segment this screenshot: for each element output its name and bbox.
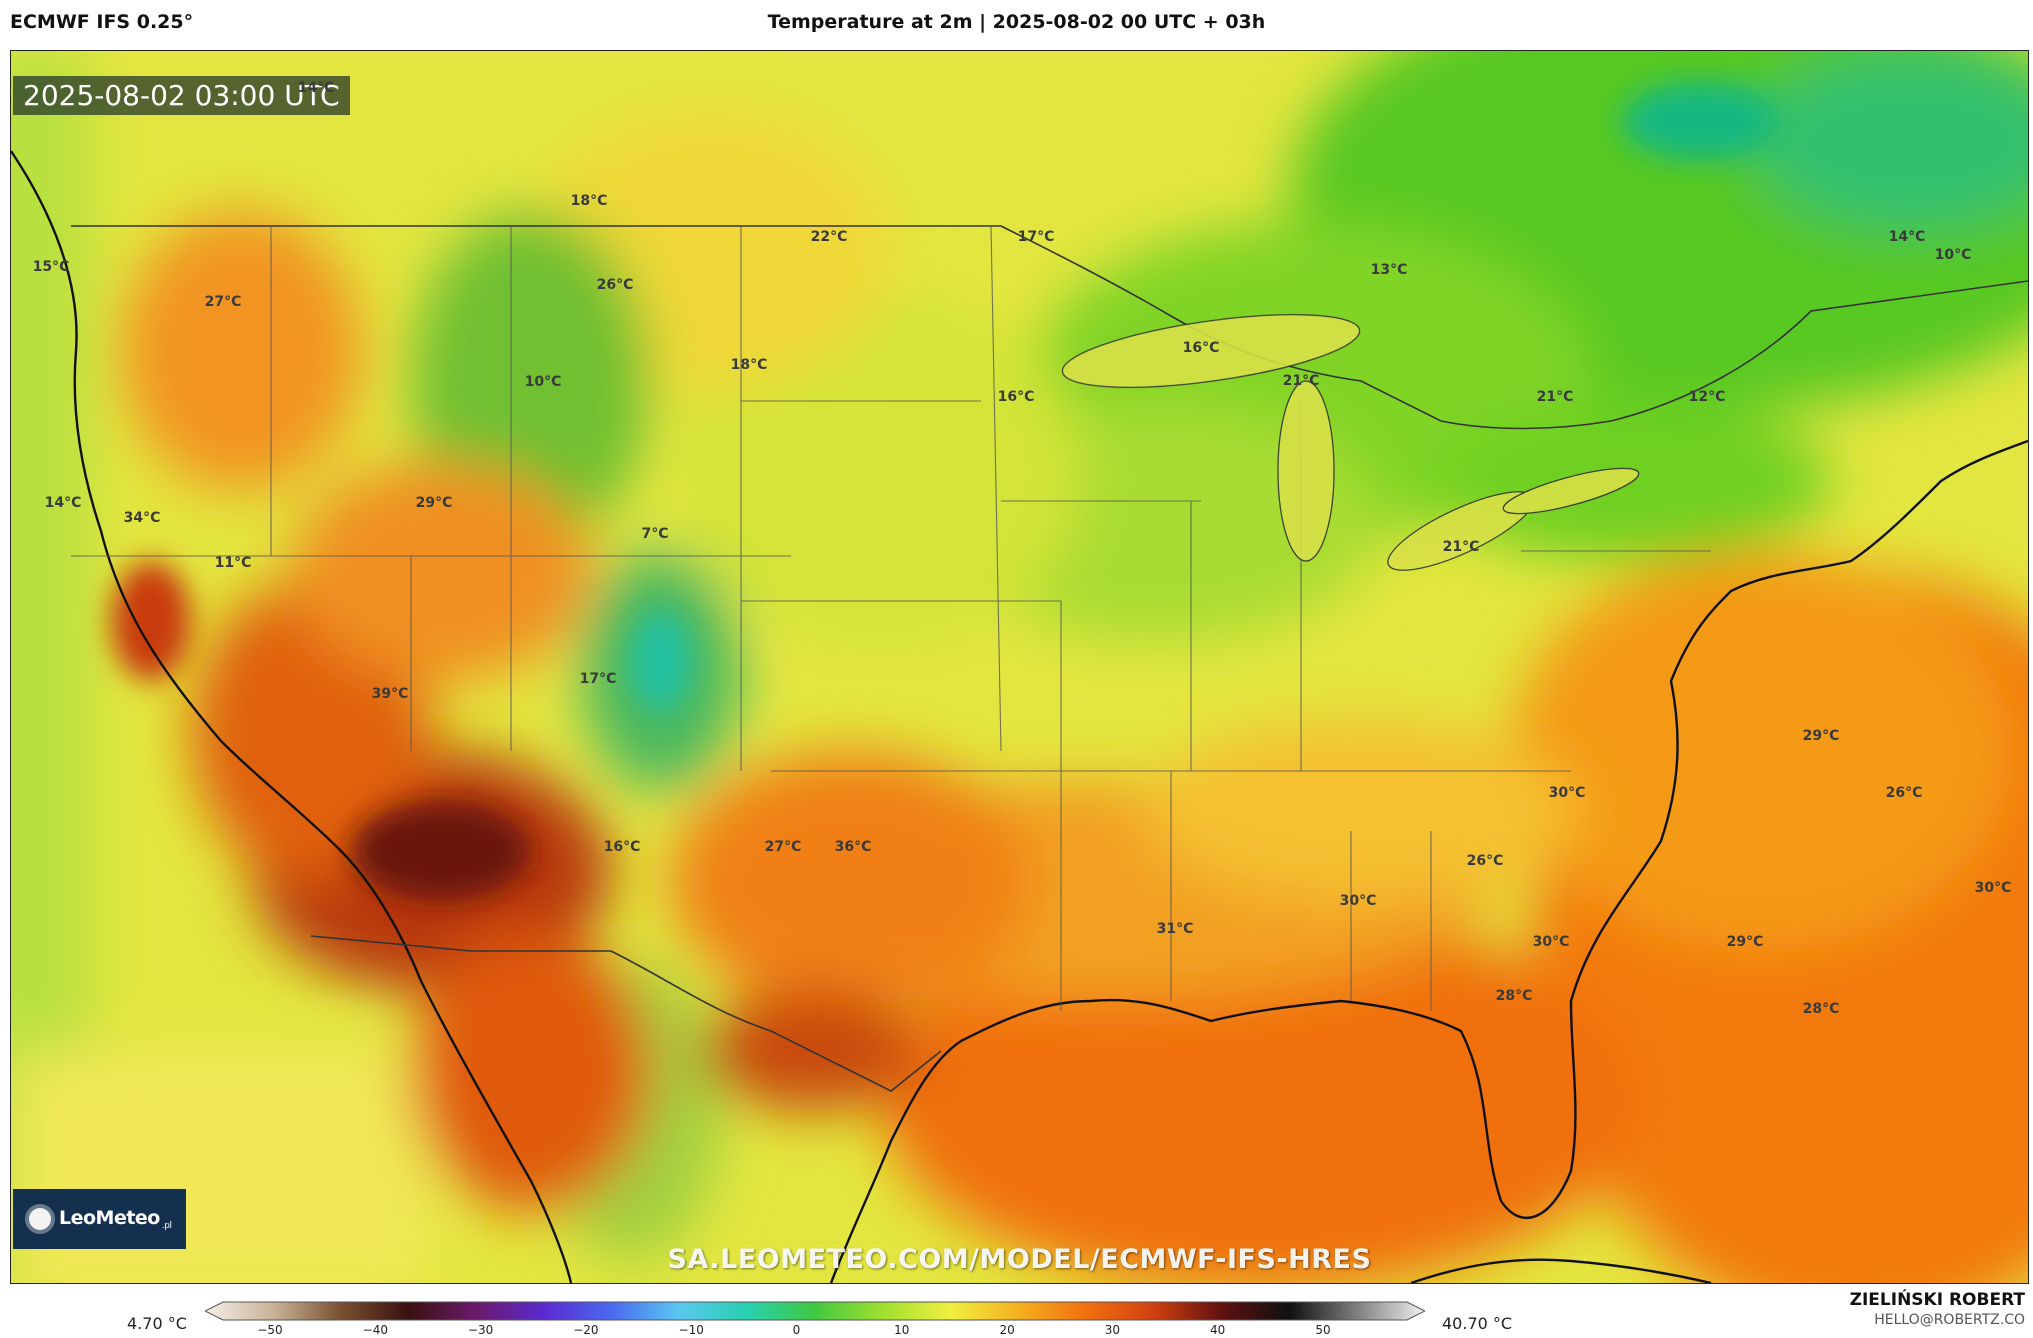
logo-text: LeoMeteo .pl bbox=[59, 1206, 172, 1232]
temperature-label: 18°C bbox=[730, 357, 768, 373]
temperature-label: 27°C bbox=[204, 294, 242, 310]
temperature-label: 12°C bbox=[1688, 389, 1726, 405]
temperature-label: 26°C bbox=[1466, 853, 1504, 869]
author-credit: ZIELIŃSKI ROBERT HELLO@ROBERTZ.CO bbox=[1850, 1290, 2025, 1328]
colorbar-tick-label: −10 bbox=[678, 1323, 704, 1337]
temperature-label: 21°C bbox=[1536, 389, 1574, 405]
temperature-label: 21°C bbox=[1442, 539, 1480, 555]
colorbar-max-label: 40.70 °C bbox=[1442, 1314, 1513, 1333]
temperature-label: 17°C bbox=[579, 671, 617, 687]
temperature-label: 16°C bbox=[1182, 340, 1220, 356]
model-name: ECMWF IFS 0.25° bbox=[10, 11, 194, 33]
temperature-label: 29°C bbox=[1802, 728, 1840, 744]
colorbar-tick-label: 10 bbox=[894, 1323, 910, 1337]
source-url-watermark: SA.LEOMETEO.COM/MODEL/ECMWF-IFS-HRES bbox=[667, 1244, 1372, 1275]
author-name: ZIELIŃSKI ROBERT bbox=[1849, 1290, 2025, 1310]
temperature-label: 34°C bbox=[123, 510, 161, 526]
temperature-label: 21°C bbox=[1282, 373, 1320, 389]
temperature-map[interactable]: 2025-08-02 03:00 UTC 14°C 18°C 15°C 27°C 22°… bbox=[10, 50, 2029, 1284]
temperature-label: 26°C bbox=[1885, 785, 1923, 801]
temperature-label: 15°C bbox=[32, 259, 70, 275]
temperature-label: 30°C bbox=[1339, 893, 1377, 909]
temperature-label: 31°C bbox=[1156, 921, 1194, 937]
temperature-label: 18°C bbox=[570, 193, 608, 209]
temperature-label: 22°C bbox=[810, 229, 848, 245]
temperature-label: 13°C bbox=[1370, 262, 1408, 278]
colorbar-min-label: 4.70 °C bbox=[127, 1314, 187, 1333]
temperature-label: 26°C bbox=[596, 277, 634, 293]
temperature-label: 27°C bbox=[764, 839, 802, 855]
temperature-label: 39°C bbox=[371, 686, 409, 702]
temperature-label: 30°C bbox=[1974, 880, 2012, 896]
temperature-label: 14°C bbox=[297, 80, 335, 96]
temperature-field bbox=[11, 51, 2028, 1283]
colorbar-tick-label: 40 bbox=[1210, 1323, 1226, 1337]
colorbar-tick-label: 30 bbox=[1104, 1323, 1121, 1337]
colorbar-tick-label: −50 bbox=[257, 1323, 283, 1337]
colorbar-tick-label: 0 bbox=[792, 1323, 801, 1337]
author-email[interactable]: HELLO@ROBERTZ.CO bbox=[1874, 1312, 2025, 1328]
temperature-label: 10°C bbox=[524, 374, 562, 390]
colorbar-tick-label: 50 bbox=[1315, 1323, 1331, 1337]
temperature-label: 10°C bbox=[1934, 247, 1972, 263]
timestamp-box: 2025-08-02 03:00 UTC bbox=[13, 76, 350, 115]
sun-icon bbox=[29, 1208, 51, 1230]
colorbar: 4.70 °C −50 −40 −30 −20 −10 0 10 20 30 40 50 40.70… bbox=[0, 1290, 2033, 1338]
chart-title: Temperature at 2m | 2025-08-02 00 UTC + … bbox=[767, 11, 1266, 33]
temperature-label: 36°C bbox=[834, 839, 872, 855]
leometeo-logo[interactable]: LeoMeteo .pl bbox=[13, 1189, 186, 1249]
temperature-label: 29°C bbox=[415, 495, 453, 511]
temperature-label: 28°C bbox=[1802, 1001, 1840, 1017]
temperature-label: 7°C bbox=[641, 526, 669, 542]
colorbar-tick-label: −20 bbox=[573, 1323, 599, 1337]
temperature-label: 29°C bbox=[1726, 934, 1764, 950]
colorbar-tick-label: −40 bbox=[362, 1323, 388, 1337]
temperature-label: 28°C bbox=[1495, 988, 1533, 1004]
temperature-label: 11°C bbox=[214, 555, 252, 571]
temperature-label: 16°C bbox=[997, 389, 1035, 405]
temperature-label: 14°C bbox=[1888, 229, 1926, 245]
temperature-label: 17°C bbox=[1017, 229, 1055, 245]
colorbar-tick-label: −30 bbox=[467, 1323, 494, 1337]
colorbar-gradient bbox=[205, 1301, 1425, 1321]
temperature-label: 14°C bbox=[44, 495, 82, 511]
temperature-label: 30°C bbox=[1548, 785, 1586, 801]
temperature-label: 30°C bbox=[1532, 934, 1570, 950]
colorbar-tick-label: 20 bbox=[999, 1323, 1015, 1337]
temperature-label: 16°C bbox=[603, 839, 641, 855]
